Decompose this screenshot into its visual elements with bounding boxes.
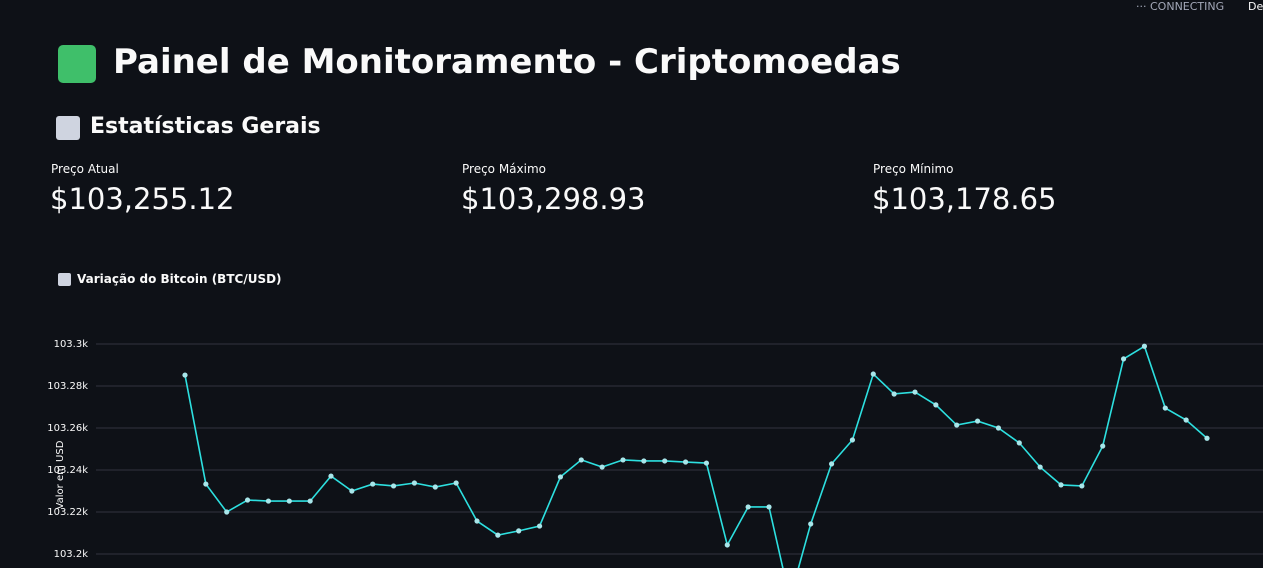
data-point	[453, 480, 459, 486]
data-point	[1079, 483, 1085, 489]
data-point	[870, 371, 876, 377]
data-point	[411, 480, 418, 486]
data-point	[495, 532, 501, 538]
data-point	[224, 509, 230, 515]
data-point	[1058, 482, 1064, 488]
data-point	[349, 488, 355, 494]
section-title: Estatísticas Gerais	[90, 114, 321, 139]
data-point	[995, 425, 1002, 431]
metric-label: Preço Máximo	[462, 162, 547, 176]
metric-value: $103,255.12	[50, 182, 235, 216]
data-point	[307, 498, 313, 504]
data-point	[516, 528, 522, 534]
data-point	[578, 457, 584, 463]
data-point	[891, 391, 897, 397]
data-point	[1204, 435, 1210, 441]
y-tick-label: 103.2k	[54, 549, 89, 560]
data-point	[703, 460, 710, 466]
data-point	[1100, 443, 1106, 449]
data-point	[1183, 417, 1189, 423]
data-point	[1141, 343, 1148, 349]
data-point	[182, 372, 188, 378]
data-point	[974, 418, 981, 424]
y-tick-label: 103.26k	[47, 423, 88, 434]
status-text: CONNECTING	[1150, 0, 1225, 13]
data-point	[328, 473, 334, 479]
chart-title: Variação do Bitcoin (BTC/USD)	[77, 272, 282, 286]
data-point	[766, 504, 772, 510]
deploy-button[interactable]: De	[1248, 0, 1263, 13]
data-point	[682, 459, 689, 465]
y-tick-label: 103.22k	[47, 507, 88, 518]
y-axis-label: Valor em USD	[55, 440, 66, 509]
data-point	[828, 461, 835, 467]
data-point	[599, 464, 605, 470]
data-point	[745, 504, 751, 510]
data-point	[641, 458, 647, 464]
data-point	[849, 437, 856, 443]
data-point	[432, 484, 438, 490]
section-icon	[56, 116, 80, 140]
page-title: Painel de Monitoramento - Criptomoedas	[113, 42, 901, 82]
data-point	[557, 474, 564, 480]
data-point	[912, 389, 918, 395]
y-tick-label: 103.28k	[47, 381, 88, 392]
y-tick-label: 103.3k	[54, 339, 89, 350]
data-point	[474, 518, 480, 524]
y-tick-label: 103.24k	[47, 465, 88, 476]
data-point	[662, 458, 668, 464]
data-point	[1120, 356, 1127, 362]
data-point	[724, 542, 730, 548]
data-point	[1016, 440, 1022, 446]
status: ··· CONNECTING	[1136, 0, 1225, 13]
metric-label: Preço Atual	[51, 162, 119, 176]
metric-value: $103,178.65	[872, 182, 1057, 216]
price-line	[184, 345, 1208, 568]
title-icon	[58, 45, 96, 83]
data-point	[390, 483, 397, 489]
metric-label: Preço Mínimo	[873, 162, 954, 176]
data-point	[265, 498, 272, 504]
data-point	[1162, 405, 1168, 411]
data-point	[620, 457, 626, 463]
data-point	[954, 422, 960, 428]
metric-value: $103,298.93	[461, 182, 646, 216]
data-point	[203, 481, 209, 487]
data-point	[808, 521, 814, 527]
data-point	[244, 497, 251, 503]
data-point	[1037, 464, 1043, 470]
data-point	[370, 481, 376, 487]
data-point	[933, 402, 939, 408]
data-point	[286, 498, 292, 504]
data-point	[536, 523, 543, 529]
chart-icon	[58, 273, 71, 286]
